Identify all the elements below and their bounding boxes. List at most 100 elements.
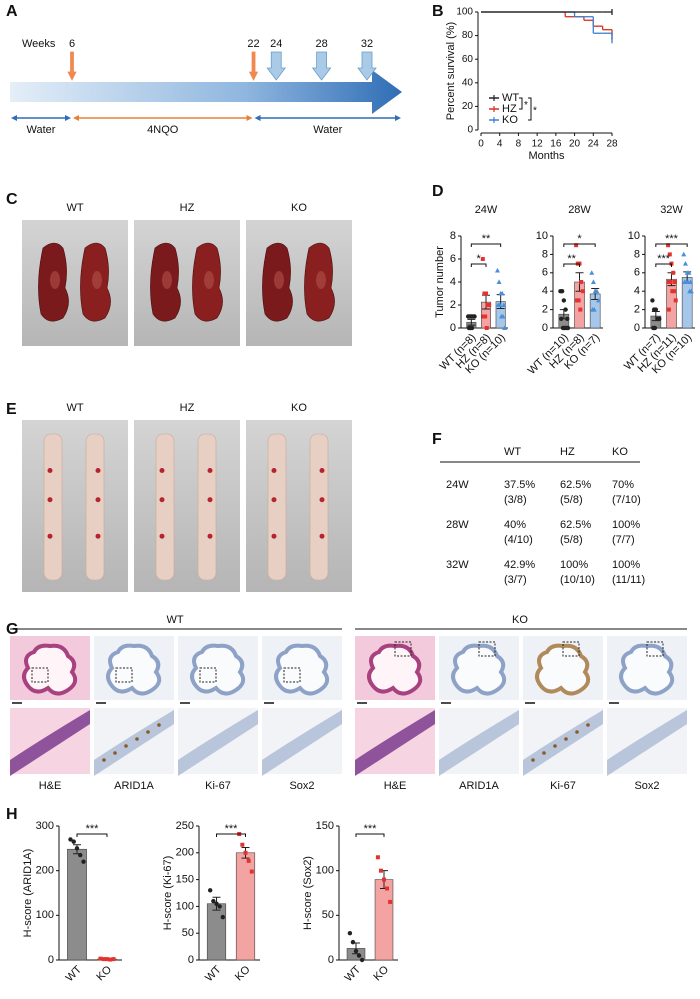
data-point: [211, 898, 216, 904]
specimen-lesion: [271, 468, 277, 473]
data-point: [673, 298, 678, 303]
y-tick-label: 0: [328, 954, 334, 966]
data-point: [580, 289, 585, 294]
data-point: [666, 243, 671, 248]
tissue-section: [451, 643, 507, 696]
specimen-highlight: [274, 271, 284, 289]
y-tick-label: 250: [176, 820, 194, 832]
specimen: [309, 433, 329, 581]
specimen-highlight: [204, 271, 214, 289]
x-tick-label: 8: [516, 139, 522, 150]
specimen-photo: [134, 220, 240, 346]
data-point: [652, 325, 658, 331]
table-header: HZ: [560, 446, 575, 458]
y-axis-label: H-score (ARID1A): [22, 849, 34, 938]
data-point: [494, 267, 500, 273]
y-tick-label: 40: [462, 77, 474, 88]
table-cell: 70%: [612, 479, 634, 491]
group-label: WT: [166, 614, 183, 626]
panel-label: E: [6, 401, 17, 418]
data-point: [590, 279, 596, 284]
data-point: [98, 956, 103, 961]
y-axis-label: Tumor number: [434, 246, 446, 318]
photo-label: HZ: [180, 202, 195, 214]
x-tick-label: KO: [94, 963, 114, 983]
x-tick-label: 24: [588, 139, 600, 150]
data-point: [484, 326, 489, 330]
zoom-box: [394, 641, 412, 657]
data-point: [559, 289, 565, 294]
significance-bracket: [655, 263, 672, 267]
chart-title: 24W: [475, 204, 498, 216]
table-row-label: 32W: [446, 559, 469, 571]
data-point: [682, 261, 688, 266]
specimen-lesion: [159, 468, 165, 473]
specimen-photo: [22, 420, 128, 592]
epithelium-band: [439, 710, 519, 776]
data-point: [385, 886, 390, 891]
panel-label: A: [6, 3, 18, 20]
stain-label: Sox2: [634, 780, 659, 792]
zoom-box: [115, 667, 133, 683]
data-point: [108, 957, 113, 962]
data-point: [685, 279, 691, 284]
zoom-box: [646, 641, 664, 657]
epithelium-band: [355, 710, 435, 776]
significance-bracket: [655, 243, 688, 247]
epithelium-band: [178, 710, 258, 776]
data-point: [356, 953, 362, 958]
data-point: [378, 868, 383, 873]
data-point: [81, 859, 86, 864]
tissue-section: [619, 643, 675, 696]
zoom-box: [478, 641, 496, 657]
specimen-lesion: [95, 497, 101, 503]
y-tick-label: 8: [634, 248, 640, 260]
table-cell: (3/8): [504, 494, 527, 506]
data-point: [388, 899, 393, 904]
tissue-section: [22, 643, 78, 696]
data-point: [480, 257, 485, 261]
significance-label: *: [577, 233, 582, 245]
data-point: [359, 957, 365, 963]
chart-title: 28W: [568, 204, 591, 216]
specimen-photo: [134, 420, 240, 592]
y-tick-label: 6: [450, 253, 456, 265]
x-tick-label: 16: [550, 139, 562, 150]
specimen-lesion: [319, 533, 325, 539]
y-tick-label: 10: [628, 230, 640, 242]
tissue-section: [106, 643, 162, 696]
y-tick-label: 100: [316, 865, 334, 877]
significance-label: ***: [225, 823, 239, 835]
table-header: KO: [612, 446, 628, 458]
significance-label: **: [482, 233, 491, 245]
week-label: 28: [315, 38, 327, 50]
bar: [235, 852, 256, 961]
bar: [681, 277, 693, 329]
data-point: [578, 307, 583, 312]
week-label: 6: [69, 38, 75, 50]
x-tick-label: 4: [497, 139, 503, 150]
stained-nucleus: [113, 751, 117, 755]
stain-label: H&E: [39, 780, 62, 792]
y-tick-label: 4: [542, 285, 548, 297]
data-point: [668, 280, 673, 284]
significance-label: *: [533, 106, 537, 117]
specimen-lesion: [319, 497, 325, 503]
y-tick-label: 0: [467, 125, 473, 136]
table-cell: 100%: [560, 559, 588, 571]
data-point: [672, 289, 677, 294]
data-point: [502, 325, 508, 330]
data-point: [472, 314, 477, 319]
panel-label: B: [432, 3, 444, 20]
y-axis-label: Percent survival (%): [445, 22, 457, 120]
data-point: [686, 270, 692, 275]
x-tick-label: KO: [233, 963, 253, 983]
x-tick-label: WT: [64, 963, 85, 984]
significance-label: *: [477, 253, 482, 265]
y-tick-label: 300: [36, 820, 54, 832]
table-cell: 42.9%: [504, 559, 535, 571]
stain-label: ARID1A: [114, 780, 154, 792]
y-tick-label: 50: [182, 927, 194, 939]
data-point: [576, 298, 581, 303]
week-label: 32: [361, 38, 373, 50]
